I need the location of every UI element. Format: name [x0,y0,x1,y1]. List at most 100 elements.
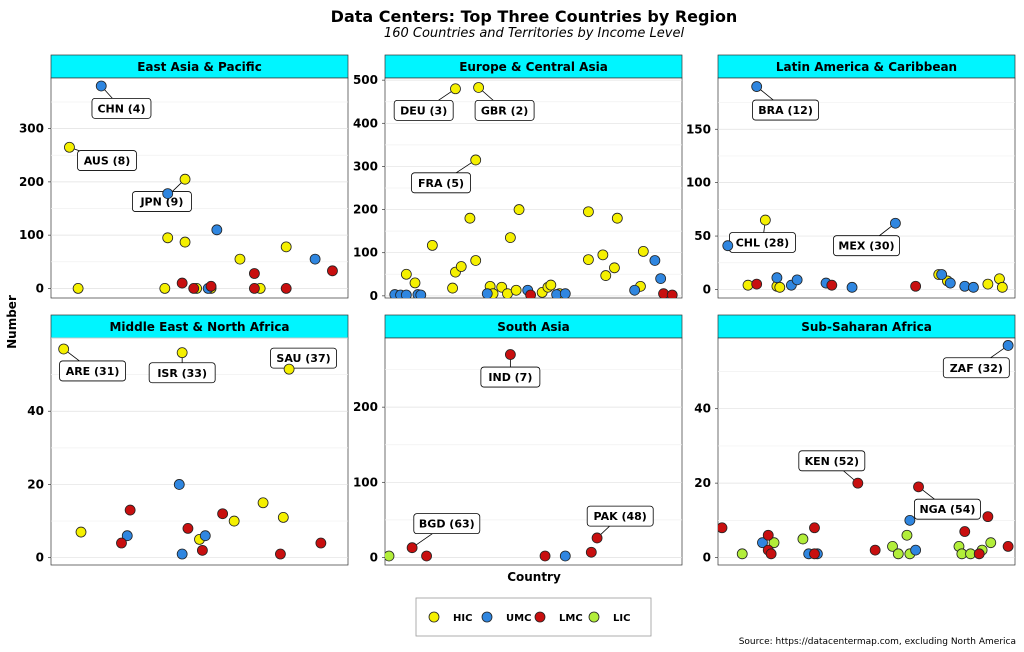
country-label: CHL (28) [736,236,789,249]
labeled-data-point [751,81,763,92]
data-point [182,522,194,534]
labeled-data-point [176,347,188,359]
y-tick-label: 0 [703,282,711,296]
data-point [887,540,898,552]
labeled-data-point [95,80,107,92]
data-point [944,277,956,289]
facet-strip-label: Sub-Saharan Africa [801,320,932,334]
data-point [415,289,427,298]
data-point [211,224,223,236]
labeled-data-point [283,363,295,375]
data-point [228,515,240,527]
label-box [474,99,535,121]
data-point [176,277,188,289]
labeled-data-point [450,83,461,95]
chart-subtitle: 160 Countries and Territories by Income … [384,26,685,41]
data-point [545,279,557,291]
label-box [393,99,454,121]
y-tick-label: 300 [353,159,378,173]
y-tick-label: 100 [686,176,711,190]
data-point [257,497,269,509]
data-point [968,281,979,293]
data-point [892,548,904,560]
country-label: SAU (37) [276,352,330,365]
data-point [600,270,612,281]
data-point [751,278,763,290]
data-point [597,249,609,261]
labeled-data-point [64,141,75,153]
label-box [413,513,481,535]
legend-box [415,597,652,637]
data-point [936,269,948,280]
facet-strip-label: Europe & Central Asia [459,60,608,74]
y-tick-label: 40 [694,402,711,416]
label-box [833,235,900,257]
y-tick-label: 50 [694,229,711,243]
data-point [249,283,260,294]
legend-key [534,611,546,623]
data-point [959,526,971,537]
data-point [426,239,438,251]
y-axis-title: Number [5,295,19,349]
data-points [718,511,1014,560]
data-point [327,265,338,277]
data-points [742,269,1008,293]
data-points [75,479,327,560]
data-point [982,278,994,290]
data-point [199,530,211,542]
y-tick-label: 100 [353,475,378,489]
country-label: CHN (4) [97,102,145,115]
label-box [752,99,819,121]
data-point [762,529,774,541]
data-point [869,544,881,556]
data-points [72,224,338,294]
data-point [791,274,803,286]
country-label: PAK (48) [594,510,647,523]
data-point [385,550,395,562]
data-point [162,232,174,244]
country-label: ZAF (32) [950,362,1003,375]
data-point [768,537,780,549]
data-point [539,550,551,562]
data-point [309,253,321,265]
data-point [234,253,246,265]
data-point [901,529,913,541]
data-point [159,283,171,294]
data-point [846,281,858,293]
y-tick-label: 40 [27,404,44,418]
label-box [798,450,866,472]
labeled-data-point [852,477,864,489]
data-point [583,254,594,266]
labeled-data-point [722,240,734,252]
labeled-data-point [179,173,191,185]
data-point [121,530,133,542]
data-point [757,537,768,549]
legend-key [588,611,600,623]
data-point [315,537,327,549]
country-label: ARE (31) [66,365,120,378]
country-label: IND (7) [488,371,532,384]
data-point [277,512,289,523]
country-label: BRA (12) [758,104,813,117]
data-point [400,289,412,298]
data-point [904,514,916,526]
data-point [655,273,667,284]
data-point [637,246,649,257]
label-box [586,505,654,527]
data-point [559,550,571,562]
labeled-data-point [759,214,771,226]
data-point [765,548,777,560]
country-label: ISR (33) [157,367,207,380]
data-point [280,283,292,294]
labeled-data-point [913,481,924,493]
data-point [1002,540,1014,552]
data-point [718,522,728,534]
y-tick-label: 200 [353,203,378,217]
data-point [400,268,412,280]
label-box [77,150,137,171]
y-tick-label: 100 [353,246,378,260]
y-tick-label: 0 [703,551,711,565]
data-point [173,479,185,490]
